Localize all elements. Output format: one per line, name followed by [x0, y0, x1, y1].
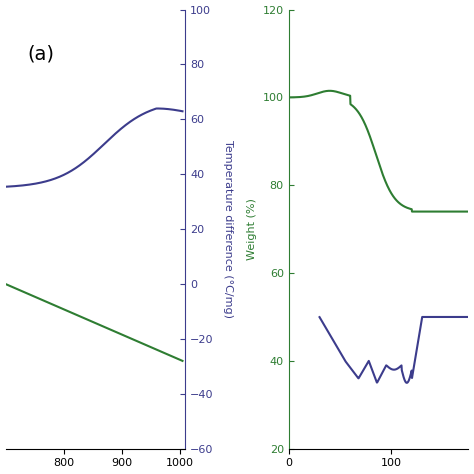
- Y-axis label: Weight (%): Weight (%): [247, 198, 257, 260]
- Y-axis label: Temperature difference (°C/mg): Temperature difference (°C/mg): [223, 140, 233, 318]
- Text: (a): (a): [27, 45, 54, 64]
